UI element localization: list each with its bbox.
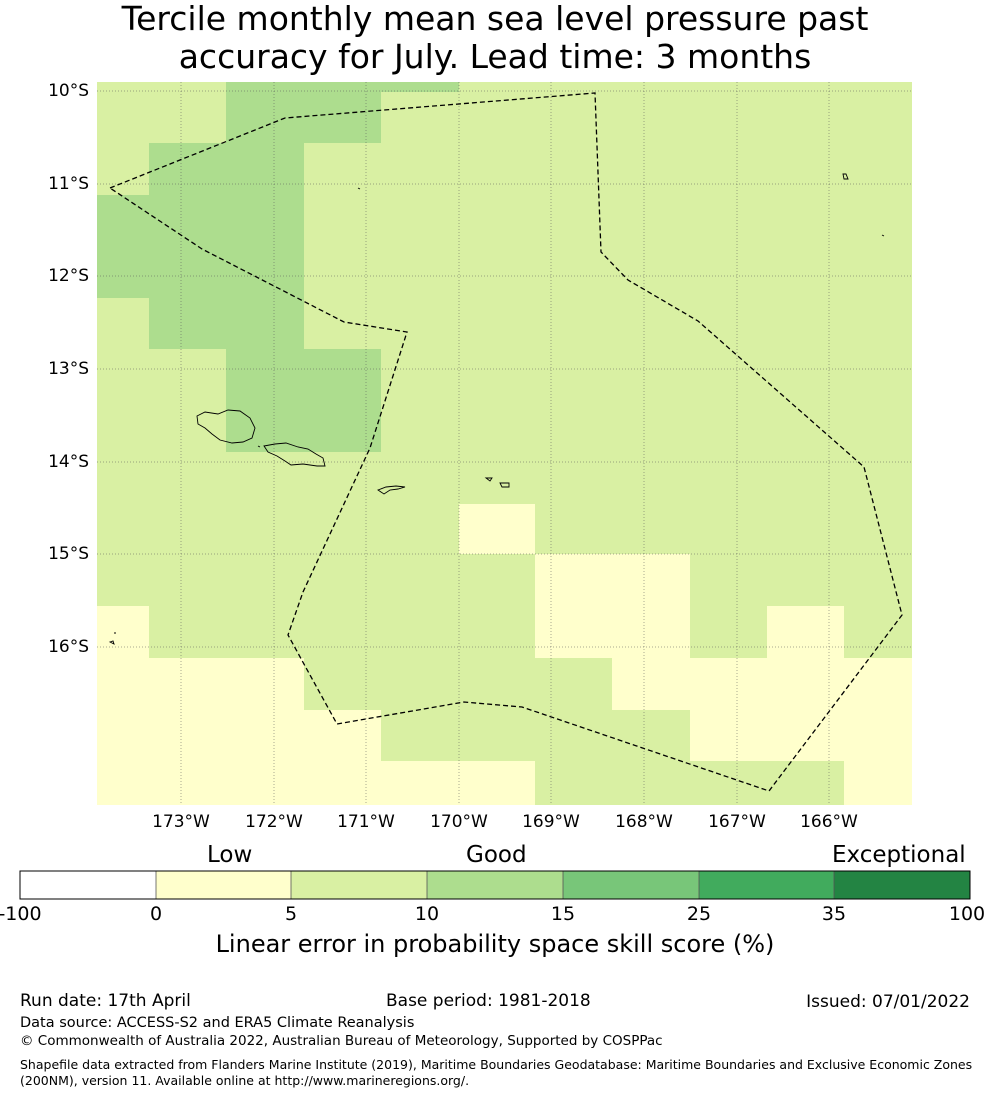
grid-cell-low [535, 554, 690, 658]
grid-cell-good [149, 298, 304, 349]
grid-cell-low [304, 710, 381, 805]
lon-label: 169°W [522, 812, 580, 832]
lat-label: 11°S [48, 174, 89, 194]
category-exceptional: Exceptional [832, 842, 966, 868]
lat-label: 14°S [48, 452, 89, 472]
lon-label: 167°W [708, 812, 766, 832]
colorbar-tick: 35 [822, 903, 846, 925]
grid-cell-low [97, 606, 149, 658]
lat-label: 13°S [48, 359, 89, 379]
colorbar: -100 0 5 10 15 25 35 100 [0, 870, 985, 925]
lon-label: 173°W [152, 812, 210, 832]
shapefile-credit-1: Shapefile data extracted from Flanders M… [20, 1057, 973, 1072]
island-rose [881, 234, 885, 237]
colorbar-tick: 100 [949, 903, 985, 925]
lat-label: 16°S [48, 637, 89, 657]
colorbar-segment [427, 871, 563, 899]
lat-label: 10°S [48, 81, 89, 101]
issued-date: Issued: 07/01/2022 [806, 992, 970, 1012]
grid-cell-low [612, 658, 690, 710]
category-good: Good [466, 842, 527, 868]
grid-cell-low [844, 658, 912, 805]
lon-label: 171°W [337, 812, 395, 832]
graticule [97, 82, 912, 805]
colorbar-segment [20, 871, 156, 899]
island-small [357, 187, 361, 190]
colorbar-label: Linear error in probability space skill … [215, 930, 775, 958]
lat-label: 12°S [48, 266, 89, 286]
category-low: Low [207, 842, 253, 868]
grid-cell-low [767, 606, 844, 658]
grid-cell-good [149, 143, 304, 195]
colorbar-segment [563, 871, 699, 899]
lon-label: 170°W [430, 812, 488, 832]
colorbar-tick: 10 [415, 903, 439, 925]
grid-cell-good [226, 82, 381, 143]
colorbar-tick: 25 [687, 903, 711, 925]
map-title: Tercile monthly mean sea level pressure … [0, 0, 990, 76]
colorbar-frame [19, 870, 971, 900]
colorbar-tick: 5 [285, 903, 297, 925]
grid-cell-good [97, 195, 304, 298]
lon-label: 172°W [245, 812, 303, 832]
eez-boundary [108, 92, 903, 792]
island-ofu [484, 477, 493, 482]
island-savaii [196, 409, 256, 444]
island-tau [499, 482, 510, 488]
island-upolu [263, 442, 326, 467]
coastlines [108, 173, 885, 645]
title-line-2: accuracy for July. Lead time: 3 months [178, 37, 812, 76]
run-date: Run date: 17th April [20, 991, 191, 1011]
lon-label: 166°W [800, 812, 858, 832]
lat-label: 15°S [48, 544, 89, 564]
colorbar-tick: 15 [551, 903, 575, 925]
colorbar-tick: -100 [0, 903, 42, 925]
colorbar-segment [699, 871, 834, 899]
colorbar-ticks: -100 0 5 10 15 25 35 100 [0, 903, 985, 925]
title-line-1: Tercile monthly mean sea level pressure … [121, 0, 869, 38]
grid-cell-low [381, 761, 535, 805]
colorbar-segment [156, 871, 291, 899]
colorbar-segment [834, 871, 970, 899]
colorbar-dividers [155, 871, 835, 899]
grid-cell-low [459, 504, 535, 554]
copyright: © Commonwealth of Australia 2022, Austra… [20, 1033, 663, 1049]
skill-grid [97, 82, 912, 805]
island-tutuila [377, 485, 406, 495]
grid-cell-low [97, 658, 304, 805]
grid-cell-good [226, 349, 381, 452]
colorbar-categories: Low Good Exceptional [0, 842, 990, 872]
island-sw [108, 640, 115, 645]
shapefile-credit-2: (200NM), version 11. Available online at… [20, 1073, 470, 1088]
longitude-labels: 173°W 172°W 171°W 170°W 169°W 168°W 167°… [152, 812, 858, 832]
colorbar-tick: 0 [150, 903, 162, 925]
island-apolima [257, 445, 261, 448]
island-swains [842, 173, 849, 180]
data-source: Data source: ACCESS-S2 and ERA5 Climate … [20, 1015, 415, 1031]
lon-label: 168°W [615, 812, 673, 832]
colorbar-segment [291, 871, 427, 899]
latitude-labels: 10°S 11°S 12°S 13°S 14°S 15°S 16°S [48, 81, 89, 657]
base-period: Base period: 1981-2018 [386, 991, 591, 1011]
